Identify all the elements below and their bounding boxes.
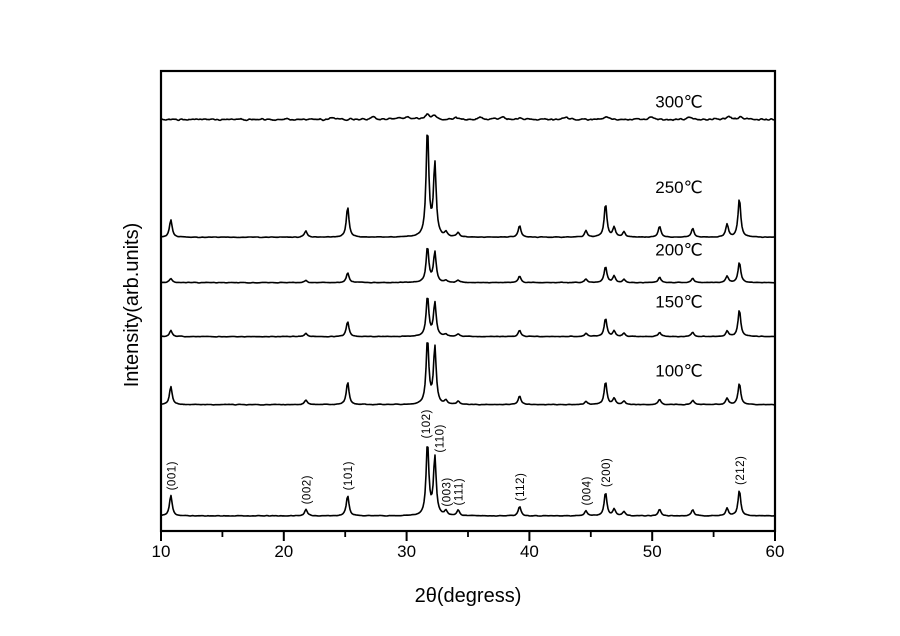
x-tick-label-30: 30 bbox=[397, 542, 416, 561]
series-label-100c: 100℃ bbox=[655, 362, 702, 381]
x-tick-label-20: 20 bbox=[274, 542, 293, 561]
y-axis-title: Intensity(arb.units) bbox=[121, 223, 143, 388]
miller-index-110: (110) bbox=[434, 424, 446, 453]
xrd-trace-150c bbox=[160, 297, 776, 338]
miller-index-112: (112) bbox=[515, 473, 527, 502]
miller-index-annotations: (001) (002) (101) (102) (110) (003) (111) (112)… bbox=[166, 409, 747, 506]
miller-index-101: (101) bbox=[343, 461, 355, 490]
x-axis-title: 2θ(degress) bbox=[415, 585, 522, 607]
miller-index-200: (200) bbox=[601, 458, 613, 487]
x-axis-tick-labels: 10 20 30 40 50 60 bbox=[152, 542, 785, 561]
x-tick-label-50: 50 bbox=[643, 542, 662, 561]
series-label-200c: 200℃ bbox=[655, 241, 702, 260]
miller-index-002: (002) bbox=[301, 475, 313, 504]
miller-index-001: (001) bbox=[166, 461, 178, 490]
xrd-trace-300c bbox=[160, 113, 776, 122]
series-label-250c: 250℃ bbox=[655, 178, 702, 197]
miller-index-004: (004) bbox=[581, 476, 593, 505]
x-axis-ticks bbox=[160, 531, 776, 541]
series-label-150c: 150℃ bbox=[655, 292, 702, 311]
trace-group bbox=[160, 113, 776, 517]
miller-index-212: (212) bbox=[735, 456, 747, 485]
xrd-trace-200c bbox=[160, 247, 776, 284]
miller-index-102: (102) bbox=[421, 409, 433, 438]
miller-index-111: (111) bbox=[454, 478, 466, 506]
x-tick-label-60: 60 bbox=[766, 542, 785, 561]
xrd-trace-100c bbox=[160, 342, 776, 406]
xrd-trace-250c bbox=[160, 134, 776, 239]
miller-index-003: (003) bbox=[441, 477, 453, 506]
x-tick-label-10: 10 bbox=[152, 542, 171, 561]
xrd-trace-as-prepared bbox=[160, 446, 775, 517]
series-label-300c: 300℃ bbox=[655, 93, 702, 112]
series-temperature-labels: 100℃ 150℃ 200℃ 250℃ 300℃ bbox=[655, 93, 702, 381]
x-tick-label-40: 40 bbox=[520, 542, 539, 561]
